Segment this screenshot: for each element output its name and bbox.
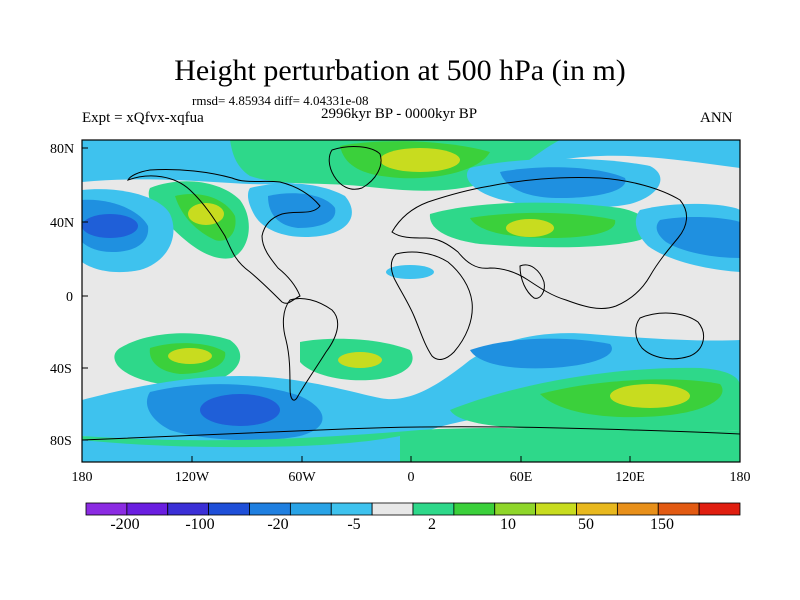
colorbar-swatch: [576, 502, 618, 516]
s-indian-blue-core: [470, 338, 612, 369]
namerica-yellow: [188, 203, 224, 225]
coast-eurasia: [391, 176, 687, 309]
lon-tick-60e: 60E: [510, 470, 533, 485]
natlantic-blue-core: [268, 193, 336, 228]
lon-tick-0: 0: [408, 470, 415, 485]
stats-line: rmsd= 4.85934 diff= 4.04331e-08: [192, 93, 369, 108]
coastlines: [82, 146, 740, 441]
s-pacific-yellow: [168, 348, 212, 364]
colorbar-swatch: [249, 502, 291, 516]
coast-greenland: [328, 146, 382, 190]
southern-dark-core: [200, 394, 280, 426]
axis-ticks: [81, 147, 741, 462]
lat-tick-80n: 80N: [50, 142, 74, 157]
s-indian-yellow: [610, 384, 690, 408]
lat-tick-80s: 80S: [50, 434, 72, 449]
eurasia-blue-core: [500, 167, 626, 198]
colorbar-swatch: [494, 502, 537, 516]
colorbar-swatch: [330, 502, 373, 516]
lon-tick-180-right: 180: [730, 470, 751, 485]
lon-tick-120w: 120W: [175, 470, 210, 485]
colorbar-swatch: [208, 502, 250, 516]
colorbar-swatch: [126, 502, 169, 516]
colorbar-swatch: [289, 502, 332, 516]
colorbar-swatch: [657, 502, 700, 516]
chart-title: Height perturbation at 500 hPa (in m): [174, 54, 626, 87]
coast-north-america: [126, 168, 321, 304]
eurasia-yellow: [506, 219, 554, 237]
tropical-blue: [386, 265, 434, 279]
colorbar-label: -20: [267, 516, 289, 533]
season-label: ANN: [700, 110, 733, 126]
antarctic-blue: [82, 436, 400, 462]
coast-antarctica: [82, 426, 740, 441]
s-atlantic-yellow: [338, 352, 382, 368]
colorbar-label: 150: [650, 516, 674, 533]
coast-australia: [635, 312, 705, 360]
colorbar-label: 50: [578, 516, 594, 533]
period-label: 2996kyr BP - 0000kyr BP: [321, 106, 478, 122]
coast-india: [519, 264, 545, 299]
contour-field: [82, 140, 740, 462]
colorbar-swatch: [535, 502, 577, 516]
colorbar-swatch: [616, 502, 659, 516]
colorbar-label: -100: [185, 516, 215, 533]
colorbar: [85, 502, 741, 516]
colorbar-swatch: [698, 502, 741, 516]
colorbar-swatch: [371, 502, 414, 516]
lat-tick-0: 0: [66, 290, 73, 305]
colorbar-swatch: [167, 502, 210, 516]
lat-tick-40s: 40S: [50, 362, 72, 377]
colorbar-label: -200: [110, 516, 140, 533]
colorbar-label: -5: [347, 516, 361, 533]
colorbar-swatch: [453, 502, 496, 516]
colorbar-label: 2: [428, 516, 436, 533]
colorbar-label: 10: [500, 516, 516, 533]
experiment-label: Expt = xQfvx-xqfua: [82, 110, 204, 126]
colorbar-swatch: [412, 502, 455, 516]
north-yellow-core: [380, 148, 460, 172]
coast-south-america: [282, 297, 339, 401]
lon-tick-60w: 60W: [288, 470, 316, 485]
coast-africa: [390, 251, 473, 360]
npacific-dark-left: [82, 214, 138, 238]
colorbar-swatch: [85, 502, 128, 516]
lon-tick-180-left: 180: [72, 470, 93, 485]
npacific-blue-right-core: [656, 216, 740, 258]
lon-tick-120e: 120E: [615, 470, 645, 485]
lat-tick-40n: 40N: [50, 216, 74, 231]
